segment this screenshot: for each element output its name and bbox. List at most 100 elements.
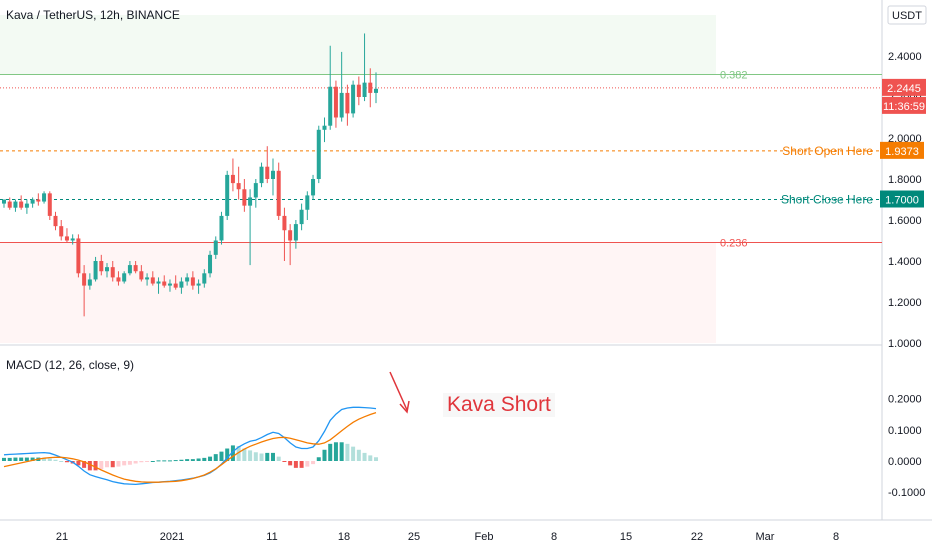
macd-histogram-bar bbox=[19, 457, 24, 461]
macd-histogram-bar bbox=[208, 456, 213, 461]
macd-histogram-bar bbox=[311, 461, 316, 465]
candle-body bbox=[133, 265, 138, 272]
candle-body bbox=[53, 215, 58, 227]
candle-body bbox=[162, 281, 167, 286]
price-tick-label: 1.2000 bbox=[888, 297, 922, 309]
candle-body bbox=[13, 201, 18, 208]
fib-zone-lower bbox=[0, 242, 716, 343]
macd-histogram-bar bbox=[333, 442, 338, 461]
short-open-badge bbox=[880, 141, 924, 159]
candle-body bbox=[185, 277, 190, 282]
price-tick-label: 1.8000 bbox=[888, 174, 922, 186]
macd-histogram-bar bbox=[276, 456, 281, 461]
macd-histogram-bar bbox=[173, 460, 178, 462]
macd-histogram-bar bbox=[82, 461, 87, 468]
candle-body bbox=[7, 201, 12, 208]
candle-body bbox=[293, 224, 298, 241]
candle-body bbox=[70, 238, 75, 241]
candle-body bbox=[87, 279, 92, 286]
macd-histogram-bar bbox=[190, 459, 195, 461]
date-tick-label: 8 bbox=[551, 531, 557, 543]
candle-body bbox=[362, 82, 367, 97]
candle-body bbox=[59, 226, 64, 237]
macd-histogram-bar bbox=[156, 460, 161, 462]
candle-body bbox=[139, 271, 144, 280]
macd-histogram-bar bbox=[139, 461, 144, 463]
macd-histogram-bar bbox=[30, 457, 35, 461]
candle-body bbox=[93, 261, 98, 280]
macd-histogram-bar bbox=[1, 457, 7, 461]
macd-histogram-bar bbox=[105, 461, 110, 468]
macd-histogram-bar bbox=[270, 452, 275, 461]
candle-body bbox=[1, 199, 7, 204]
short-open-badge-value: 1.9373 bbox=[885, 146, 919, 158]
candle-body bbox=[282, 215, 287, 231]
price-tick-label: 1.4000 bbox=[888, 256, 922, 268]
candle-body bbox=[24, 203, 29, 208]
candle-body bbox=[305, 195, 310, 210]
macd-histogram-bar bbox=[368, 455, 373, 461]
candle-body bbox=[259, 166, 264, 184]
date-tick-label: 22 bbox=[691, 531, 703, 543]
candle-body bbox=[76, 238, 81, 274]
candle-body bbox=[196, 283, 201, 286]
candle-body bbox=[202, 273, 207, 284]
candle-body bbox=[36, 199, 41, 202]
candle-body bbox=[82, 273, 87, 286]
date-tick-label: 15 bbox=[620, 531, 632, 543]
macd-histogram-bar bbox=[202, 457, 207, 461]
candle-body bbox=[230, 174, 235, 184]
macd-histogram-bar bbox=[282, 461, 287, 462]
currency-button bbox=[887, 5, 927, 25]
short-close-badge-value: 1.7000 bbox=[885, 195, 919, 207]
macd-tick-label: 0.1000 bbox=[888, 425, 922, 437]
macd-histogram-bar bbox=[24, 457, 29, 461]
kava-short-annotation: Kava Short bbox=[443, 393, 555, 417]
candle-body bbox=[356, 84, 361, 97]
macd-histogram-bar bbox=[179, 459, 184, 461]
fib-236-label: 0.236 bbox=[720, 238, 748, 250]
macd-histogram-bar bbox=[345, 443, 350, 461]
macd-histogram-bar bbox=[150, 461, 155, 462]
macd-histogram-bar bbox=[122, 461, 127, 466]
macd-histogram-bar bbox=[7, 457, 12, 461]
macd-histogram-bar bbox=[242, 448, 247, 461]
candle-body bbox=[265, 166, 270, 179]
candle-body bbox=[105, 267, 110, 272]
macd-histogram-bar bbox=[328, 443, 333, 461]
candle-body bbox=[208, 254, 213, 274]
candle-body bbox=[288, 230, 293, 241]
candle-body bbox=[225, 174, 230, 216]
candle-body bbox=[248, 197, 253, 206]
candle-body bbox=[345, 92, 350, 114]
short-close-badge bbox=[880, 190, 924, 208]
candle-body bbox=[42, 193, 47, 202]
macd-histogram-bar bbox=[322, 449, 327, 461]
macd-histogram-bar bbox=[362, 452, 367, 461]
candle-body bbox=[236, 183, 241, 190]
candle-body bbox=[30, 199, 35, 204]
macd-histogram-bar bbox=[196, 458, 201, 461]
macd-histogram-bar bbox=[259, 453, 264, 461]
candle-body bbox=[167, 283, 172, 286]
date-tick-label: 11 bbox=[266, 531, 277, 543]
macd-histogram-bar bbox=[225, 448, 230, 461]
macd-histogram-bar bbox=[236, 446, 241, 461]
candle-body bbox=[150, 277, 155, 284]
macd-histogram-bar bbox=[127, 461, 132, 465]
macd-histogram-bar bbox=[87, 461, 92, 471]
macd-histogram-bar bbox=[299, 461, 304, 468]
macd-indicator-label[interactable]: MACD (12, 26, close, 9) bbox=[6, 358, 135, 372]
date-tick-label: 21 bbox=[56, 531, 68, 543]
macd-histogram-bar bbox=[93, 461, 98, 471]
candle-body bbox=[351, 84, 356, 114]
candle-body bbox=[19, 201, 24, 208]
macd-histogram-bar bbox=[76, 461, 81, 466]
candle-body bbox=[316, 129, 321, 179]
candle-body bbox=[373, 88, 379, 93]
short-close-label: Short Close Here bbox=[781, 193, 873, 207]
candle-body bbox=[122, 273, 127, 282]
candle-body bbox=[179, 281, 184, 288]
price-tick-label: 1.6000 bbox=[888, 215, 922, 227]
